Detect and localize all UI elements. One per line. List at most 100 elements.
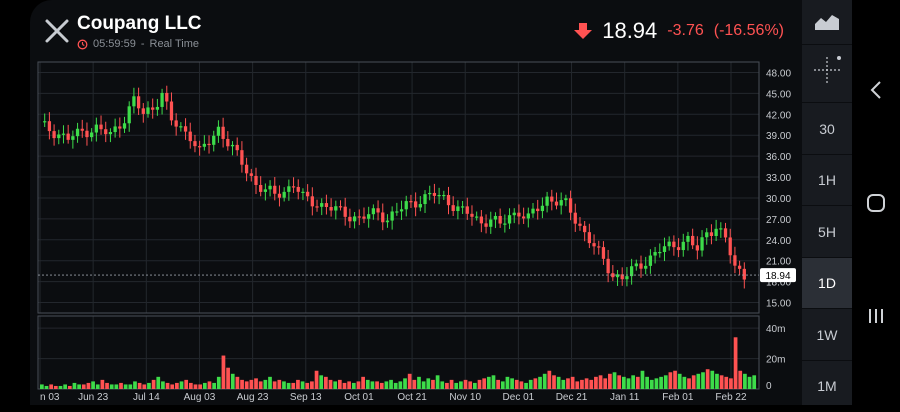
- date-tick-label: Jul 14: [133, 392, 160, 403]
- volume-bar: [589, 379, 594, 389]
- period-30-button[interactable]: 30: [802, 102, 852, 154]
- volume-bar: [584, 378, 589, 389]
- volume-bar: [566, 378, 570, 389]
- volume-bar: [370, 381, 375, 389]
- candle-body: [235, 144, 239, 151]
- volume-bar: [594, 376, 598, 389]
- volume-bar: [175, 382, 179, 389]
- candle-body: [174, 120, 178, 127]
- volume-bar: [282, 381, 286, 389]
- candle-body: [456, 206, 460, 212]
- volume-bar: [389, 379, 393, 389]
- close-icon[interactable]: [42, 16, 72, 46]
- volume-bar: [268, 376, 272, 389]
- price-tick-label: 42.00: [766, 110, 791, 121]
- candle-body: [714, 228, 718, 237]
- back-button[interactable]: [863, 77, 889, 103]
- period-1m-button[interactable]: 1M: [802, 359, 852, 412]
- candlestick: [460, 200, 465, 214]
- chevron-left-icon: [870, 81, 881, 99]
- candlestick: [672, 235, 676, 256]
- candle-body: [226, 138, 230, 147]
- volume-tick-label: 20m: [766, 355, 785, 366]
- candlestick: [597, 240, 601, 255]
- volume-bar: [608, 373, 612, 389]
- candlestick: [451, 196, 455, 216]
- volume-bar: [188, 382, 193, 389]
- volume-bar: [659, 376, 663, 389]
- volume-bar: [235, 376, 240, 389]
- candle-body: [583, 225, 587, 233]
- date-tick-label: Sep 13: [290, 392, 322, 403]
- volume-bar: [500, 381, 505, 389]
- candle-body: [244, 164, 249, 174]
- candle-body: [47, 121, 52, 132]
- period-5h-button[interactable]: 5H: [802, 205, 852, 257]
- volume-bar: [305, 382, 310, 389]
- period-1w-button[interactable]: 1W: [802, 308, 852, 360]
- candle-body: [681, 241, 685, 251]
- candlestick: [202, 135, 206, 151]
- price-tick-label: 33.00: [766, 173, 791, 184]
- volume-bar: [137, 382, 142, 389]
- home-button[interactable]: [863, 190, 889, 216]
- price-chart[interactable]: 48.00 45.00 42.00 39.00 36.00 33.00 30.00 27.00…: [30, 60, 802, 405]
- volume-bar: [40, 384, 44, 389]
- volume-bar: [286, 382, 291, 389]
- price-tick-label: 15.00: [766, 299, 791, 310]
- candle-body: [676, 247, 681, 251]
- volume-bar: [128, 384, 133, 389]
- volume-bar: [668, 372, 673, 389]
- volume-bar: [477, 379, 482, 389]
- period-1h-button[interactable]: 1H: [802, 153, 852, 206]
- volume-bar: [663, 375, 668, 389]
- recents-button[interactable]: [863, 303, 889, 329]
- candle-body: [601, 247, 606, 259]
- volume-bar: [95, 384, 100, 389]
- candle-body: [385, 220, 390, 223]
- candle-body: [667, 241, 671, 247]
- volume-bar: [743, 373, 747, 389]
- candlestick: [719, 222, 723, 238]
- candlestick: [620, 267, 624, 286]
- volume-bar: [570, 376, 575, 389]
- candlestick: [550, 189, 554, 211]
- candle-body: [423, 194, 427, 205]
- volume-bar: [519, 381, 524, 389]
- volume-bar: [249, 379, 254, 389]
- status-line: 05:59:59 - Real Time: [77, 38, 199, 50]
- volume-bar: [463, 379, 468, 389]
- volume-bar: [342, 382, 347, 389]
- candlestick: [282, 187, 286, 202]
- candlestick: [146, 101, 150, 118]
- crosshair-button[interactable]: [802, 44, 852, 95]
- app-window: Coupang LLC 05:59:59 - Real Time 18.94 -…: [30, 0, 802, 405]
- volume-bar: [170, 384, 175, 389]
- candlestick: [197, 140, 202, 156]
- volume-bar: [240, 379, 244, 389]
- candle-body: [526, 213, 530, 219]
- volume-bar: [151, 379, 156, 389]
- candlestick: [71, 130, 75, 149]
- candlestick: [573, 203, 577, 232]
- candle-body: [277, 193, 282, 198]
- candle-body: [437, 195, 441, 197]
- candle-body: [484, 223, 488, 227]
- volume-bar: [631, 375, 636, 389]
- candle-body: [122, 123, 127, 129]
- period-1d-button[interactable]: 1D: [802, 256, 852, 309]
- date-tick-label: Feb 22: [715, 392, 747, 403]
- candlestick: [338, 200, 343, 211]
- crosshair-icon: [814, 56, 841, 83]
- candlestick: [442, 190, 446, 201]
- candlestick: [465, 197, 469, 220]
- volume-bar: [365, 379, 370, 389]
- candlestick: [484, 214, 488, 234]
- candle-body: [259, 184, 263, 192]
- volume-bar: [696, 373, 701, 389]
- chart-type-button[interactable]: [802, 0, 852, 44]
- candlestick: [470, 205, 474, 226]
- volume-bar: [300, 381, 305, 389]
- volume-bar: [482, 378, 487, 389]
- area-chart-icon: [815, 15, 839, 30]
